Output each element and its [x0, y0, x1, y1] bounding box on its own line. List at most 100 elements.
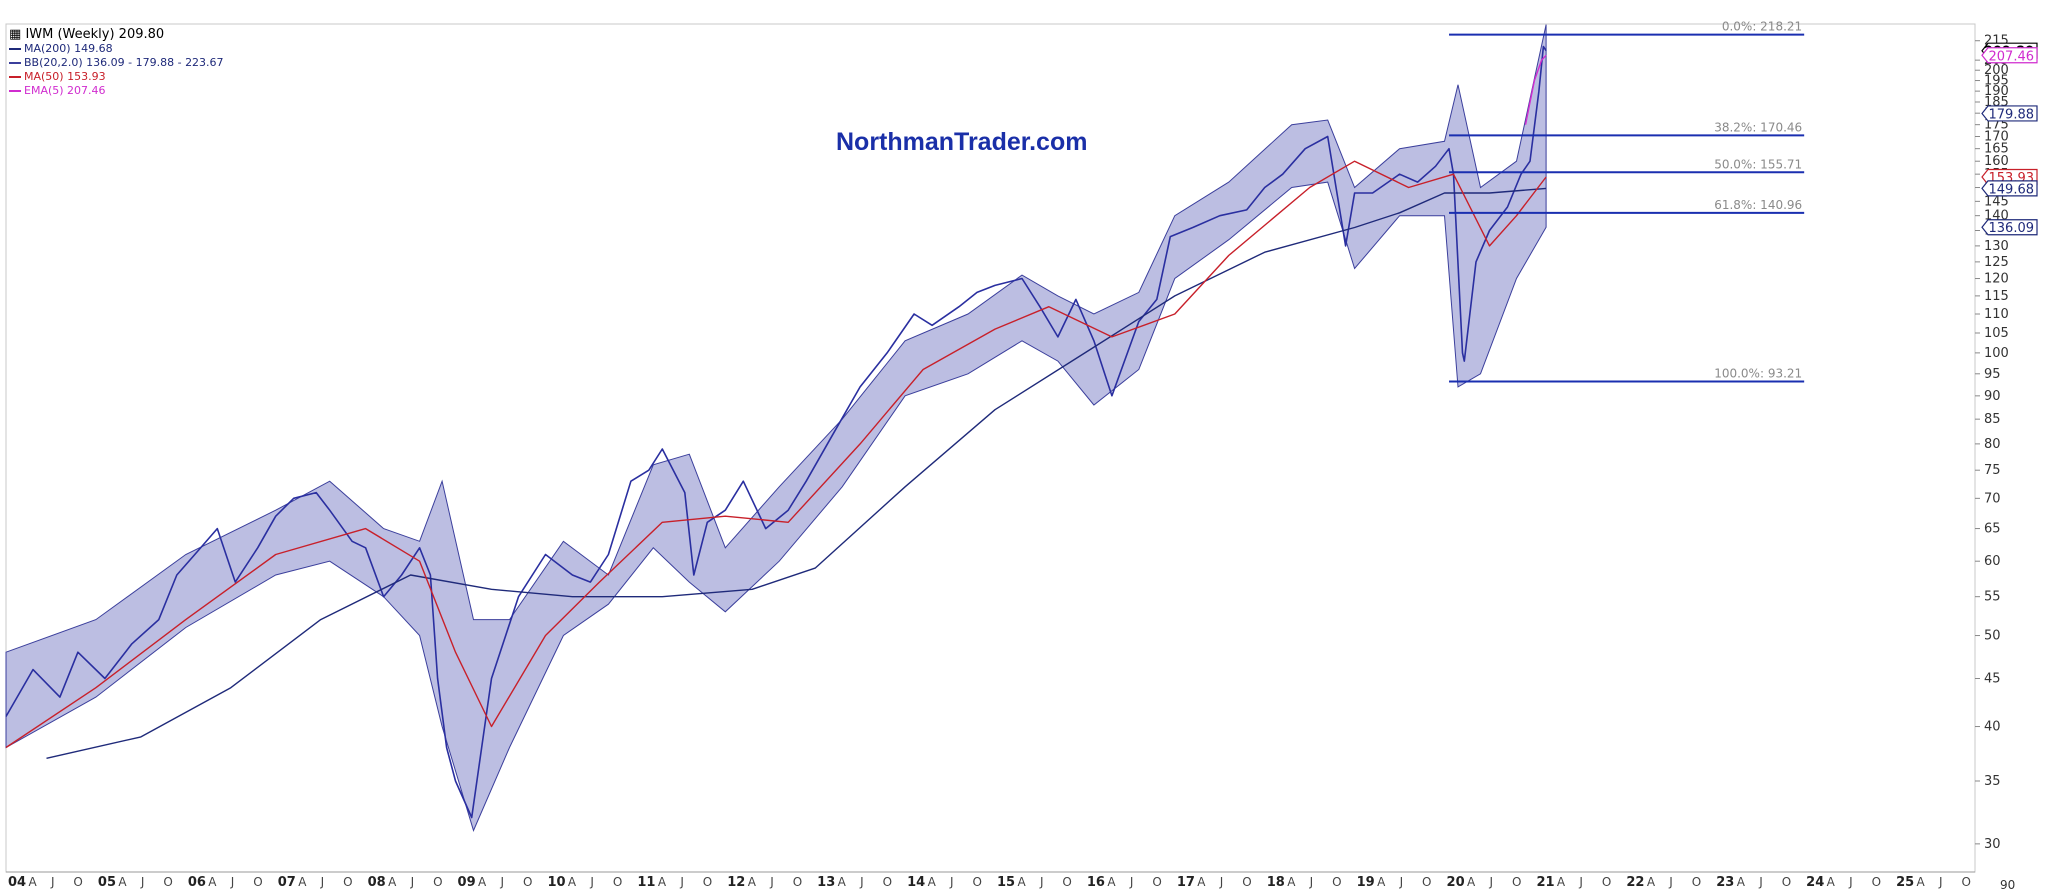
legend-swatch: [9, 48, 21, 50]
x-month-label: A: [478, 875, 487, 889]
x-month-label: J: [320, 875, 325, 889]
x-year-label: 06: [188, 875, 206, 890]
x-month-label: A: [658, 875, 667, 889]
legend-item-ma50: MA(50) 153.93: [9, 70, 224, 84]
series-line-ma-200-: [46, 187, 1547, 759]
legend-title: ▦ IWM (Weekly) 209.80: [9, 28, 224, 42]
x-month-label: A: [118, 875, 127, 889]
fib-level-label: 0.0%: 218.21: [1722, 20, 1802, 34]
x-month-label: A: [1107, 875, 1116, 889]
x-year-label: 14: [907, 875, 925, 890]
x-month-label: A: [388, 875, 397, 889]
price-badge-label: 179.88: [1989, 107, 2035, 122]
fib-level-label: 38.2%: 170.46: [1714, 120, 1802, 134]
y-tick-label: 120: [1984, 272, 2009, 287]
x-year-label: 25: [1896, 875, 1914, 890]
fib-level-label: 61.8%: 140.96: [1714, 198, 1802, 212]
x-month-label: A: [1197, 875, 1206, 889]
legend-swatch: [9, 90, 21, 92]
x-month-label: J: [50, 875, 55, 889]
y-tick-label: 80: [1984, 437, 2001, 452]
y-tick-label: 200: [1984, 63, 2009, 78]
y-tick-label: 95: [1984, 367, 2001, 382]
x-month-label: A: [1287, 875, 1296, 889]
y-tick-label: 55: [1984, 590, 2001, 605]
fib-level-label: 50.0%: 155.71: [1714, 157, 1802, 171]
x-month-label: J: [410, 875, 415, 889]
y-tick-label: 145: [1984, 194, 2009, 209]
y-tick-label: 100: [1984, 346, 2009, 361]
x-month-label: O: [1062, 875, 1071, 889]
y-tick-label: 65: [1984, 522, 2001, 537]
x-year-label: 05: [98, 875, 116, 890]
x-year-label: 23: [1716, 875, 1734, 890]
x-month-label: O: [163, 875, 172, 889]
price-badge-box: [1981, 105, 2038, 122]
x-month-label: O: [253, 875, 262, 889]
x-month-label: A: [1557, 875, 1566, 889]
x-month-label: A: [928, 875, 937, 889]
x-year-label: 11: [637, 875, 655, 890]
x-month-label: J: [1578, 875, 1583, 889]
legend-label: BB(20,2.0) 136.09 - 179.88 - 223.67: [24, 56, 224, 69]
price-badge-box: [1981, 47, 2038, 64]
y-tick-label: 75: [1984, 463, 2001, 478]
legend-item-bb: BB(20,2.0) 136.09 - 179.88 - 223.67: [9, 56, 224, 70]
x-month-label: A: [1737, 875, 1746, 889]
x-month-label: O: [1152, 875, 1161, 889]
x-year-label: 18: [1267, 875, 1285, 890]
x-month-label: O: [1962, 875, 1971, 889]
y-tick-label: 105: [1984, 326, 2009, 341]
y-tick-label: 35: [1984, 774, 2001, 789]
legend-label: EMA(5) 207.46: [24, 84, 106, 97]
x-year-label: 15: [997, 875, 1015, 890]
x-year-label: 07: [278, 875, 296, 890]
x-month-label: O: [433, 875, 442, 889]
x-month-label: A: [1917, 875, 1926, 889]
series-line-ma-50-: [5, 160, 1547, 749]
x-month-label: A: [1467, 875, 1476, 889]
price-badge-box: [1981, 219, 2038, 236]
x-month-label: J: [949, 875, 954, 889]
y-tick-label: 50: [1984, 629, 2001, 644]
x-month-label: O: [1242, 875, 1251, 889]
x-month-label: O: [73, 875, 82, 889]
y-tick-label: 130: [1984, 239, 2009, 254]
price-badge: 179.88: [1981, 105, 2038, 122]
x-year-label: 17: [1177, 875, 1195, 890]
y-tick-label: 190: [1984, 84, 2009, 99]
legend-label: MA(200) 149.68: [24, 42, 113, 55]
x-month-label: J: [1309, 875, 1314, 889]
series-line-ema-5-: [1524, 54, 1547, 125]
x-month-label: J: [679, 875, 684, 889]
x-month-label: O: [613, 875, 622, 889]
x-year-label: 08: [368, 875, 386, 890]
y-tick-label: 85: [1984, 412, 2001, 427]
x-year-label: 20: [1447, 875, 1465, 890]
x-year-label: 09: [458, 875, 476, 890]
x-month-label: O: [973, 875, 982, 889]
price-badge-label: 207.46: [1989, 49, 2035, 64]
y-tick-label: 195: [1984, 74, 2009, 89]
y-tick-label: 170: [1984, 129, 2009, 144]
x-month-label: A: [208, 875, 217, 889]
y-tick-label: 40: [1984, 720, 2001, 735]
x-month-label: A: [838, 875, 847, 889]
x-year-label: 13: [817, 875, 835, 890]
y-tick-label: 90: [1984, 389, 2001, 404]
x-month-label: O: [523, 875, 532, 889]
x-month-label: J: [1219, 875, 1224, 889]
x-month-label: O: [1512, 875, 1521, 889]
price-badge-label: 136.09: [1989, 221, 2035, 236]
x-year-label: 10: [547, 875, 565, 890]
x-month-label: J: [1039, 875, 1044, 889]
legend-label: MA(50) 153.93: [24, 70, 106, 83]
x-month-label: O: [1332, 875, 1341, 889]
x-month-label: O: [1872, 875, 1881, 889]
y-tick-label: 125: [1984, 255, 2009, 270]
x-month-label: J: [589, 875, 594, 889]
x-month-label: J: [140, 875, 145, 889]
x-month-label: O: [1782, 875, 1791, 889]
price-badge-box: [1981, 180, 2038, 197]
chart-legend: ▦ IWM (Weekly) 209.80 MA(200) 149.68 BB(…: [9, 28, 224, 98]
